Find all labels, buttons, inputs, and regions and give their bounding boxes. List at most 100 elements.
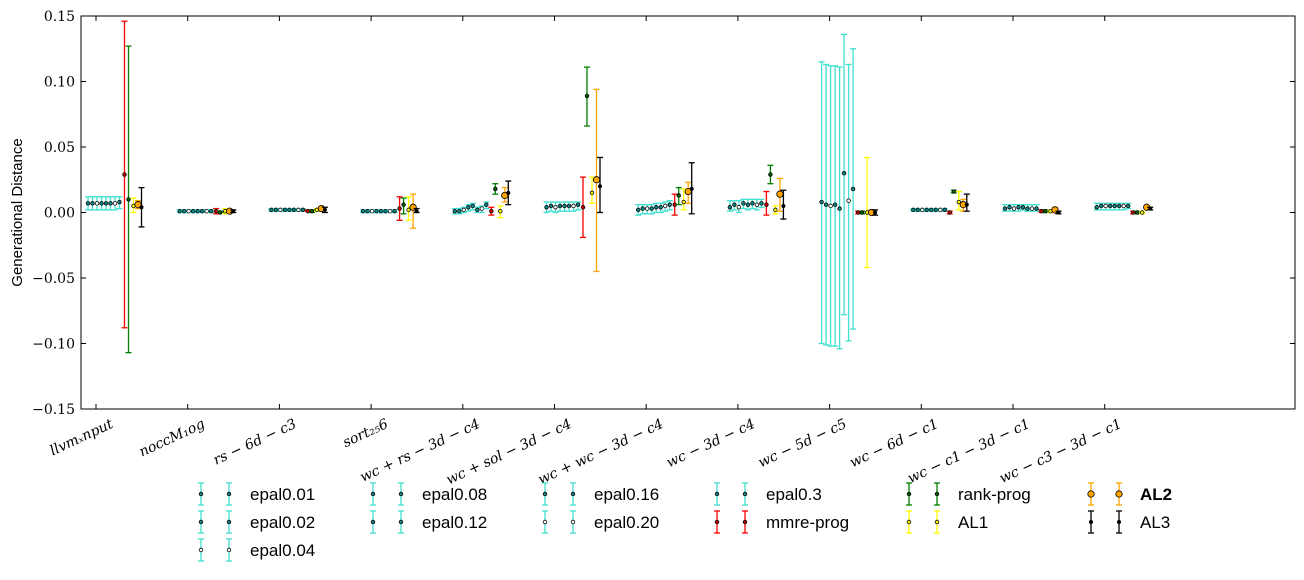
legend-marker — [198, 547, 204, 553]
data-point — [493, 186, 498, 192]
data-point — [1043, 208, 1048, 214]
legend-label: epal0.01 — [250, 485, 315, 504]
data-point — [300, 207, 306, 213]
x-tick-label: rs − 6d − c3 — [211, 416, 299, 468]
data-point — [85, 201, 91, 206]
data-point — [126, 197, 131, 202]
series-epal0.3 — [116, 48, 1132, 330]
data-point — [819, 199, 824, 205]
data-point — [681, 199, 686, 205]
data-point — [544, 205, 549, 210]
data-point — [575, 202, 581, 207]
data-point — [956, 199, 961, 205]
data-point — [850, 186, 856, 192]
data-point — [94, 201, 100, 206]
legend-marker — [226, 491, 232, 497]
data-point — [823, 202, 829, 207]
data-point — [580, 205, 586, 210]
legend-label: epal0.20 — [594, 513, 659, 532]
legend: epal0.01 epal0.02 epal0.04 epal0.08 epal0.12… — [198, 482, 1172, 562]
data-point — [859, 210, 865, 215]
data-point — [745, 202, 751, 207]
data-point — [654, 205, 659, 210]
series-AL1 — [130, 156, 1146, 269]
legend-marker — [198, 519, 204, 525]
x-tick-label: wc − 3d − c4 — [664, 416, 757, 471]
data-point — [1139, 210, 1145, 215]
data-point — [1116, 203, 1122, 209]
data-point — [929, 207, 934, 213]
data-point — [571, 203, 576, 209]
legend-marker — [934, 519, 940, 525]
data-point — [911, 207, 916, 213]
data-point — [1098, 203, 1104, 209]
y-tick-label: 0.05 — [44, 140, 75, 156]
legend-item-epal0.04: epal0.04 — [198, 538, 315, 562]
data-point — [773, 207, 778, 213]
data-point — [1020, 205, 1026, 210]
data-point — [924, 207, 929, 213]
data-point — [1056, 210, 1061, 215]
data-point — [506, 190, 511, 195]
legend-label: epal0.3 — [766, 485, 822, 504]
data-point — [942, 207, 947, 213]
data-point — [667, 202, 672, 207]
data-point — [764, 202, 769, 207]
data-point — [99, 201, 104, 206]
series-AL2 — [134, 88, 1151, 273]
series-epal0.16 — [107, 33, 1123, 316]
legend-item-AL2: AL2 — [1087, 482, 1172, 506]
y-tick-label: −0.05 — [32, 271, 75, 287]
data-point — [296, 207, 301, 213]
legend-item-rank-prog: rank-prog — [906, 482, 1031, 506]
series-epal0.12 — [103, 66, 1118, 350]
legend-label: epal0.12 — [422, 513, 487, 532]
data-point — [457, 208, 462, 214]
y-tick-label: 0.10 — [44, 75, 75, 91]
legend-item-epal0.08: epal0.08 — [370, 482, 487, 506]
data-point — [873, 210, 878, 215]
data-point — [592, 176, 601, 184]
data-point — [177, 208, 182, 214]
data-point — [1121, 203, 1126, 209]
legend-marker — [742, 519, 748, 525]
legend-marker — [542, 491, 548, 497]
data-point — [584, 93, 590, 99]
data-point — [406, 207, 411, 213]
legend-label: rank-prog — [958, 485, 1031, 504]
data-point — [1094, 205, 1099, 210]
legend-label: AL2 — [1140, 485, 1172, 504]
data-point — [832, 202, 838, 207]
legend-item-epal0.3: epal0.3 — [714, 482, 822, 506]
legend-marker — [934, 491, 940, 497]
data-point — [397, 206, 402, 211]
data-point — [736, 205, 742, 210]
legend-item-mmre-prog: mmre-prog — [714, 510, 849, 534]
legend-item-AL1: AL1 — [906, 510, 988, 534]
data-point — [732, 202, 737, 207]
legend-item-epal0.16: epal0.16 — [542, 482, 659, 506]
series-mmre-prog — [121, 20, 1137, 329]
data-point — [409, 203, 417, 211]
data-point — [837, 206, 842, 211]
data-point — [103, 201, 109, 206]
data-point — [282, 207, 288, 213]
data-point — [855, 210, 861, 215]
legend-marker — [398, 491, 404, 497]
data-point — [199, 208, 205, 214]
x-tick-label: wc − 5d − c5 — [756, 416, 850, 471]
data-point — [287, 207, 292, 213]
x-tick-label: sort₂₅6 — [340, 416, 390, 451]
data-point — [689, 186, 694, 191]
data-point — [781, 203, 786, 208]
data-point — [208, 208, 214, 214]
legend-label: AL3 — [1140, 513, 1170, 532]
series-epal0.04 — [94, 65, 1109, 347]
data-point — [1134, 210, 1140, 215]
data-point — [1034, 206, 1039, 211]
legend-label: mmre-prog — [766, 513, 849, 532]
data-point — [1103, 203, 1108, 209]
data-point — [1107, 203, 1113, 209]
data-point — [754, 202, 760, 207]
data-point — [964, 202, 969, 207]
